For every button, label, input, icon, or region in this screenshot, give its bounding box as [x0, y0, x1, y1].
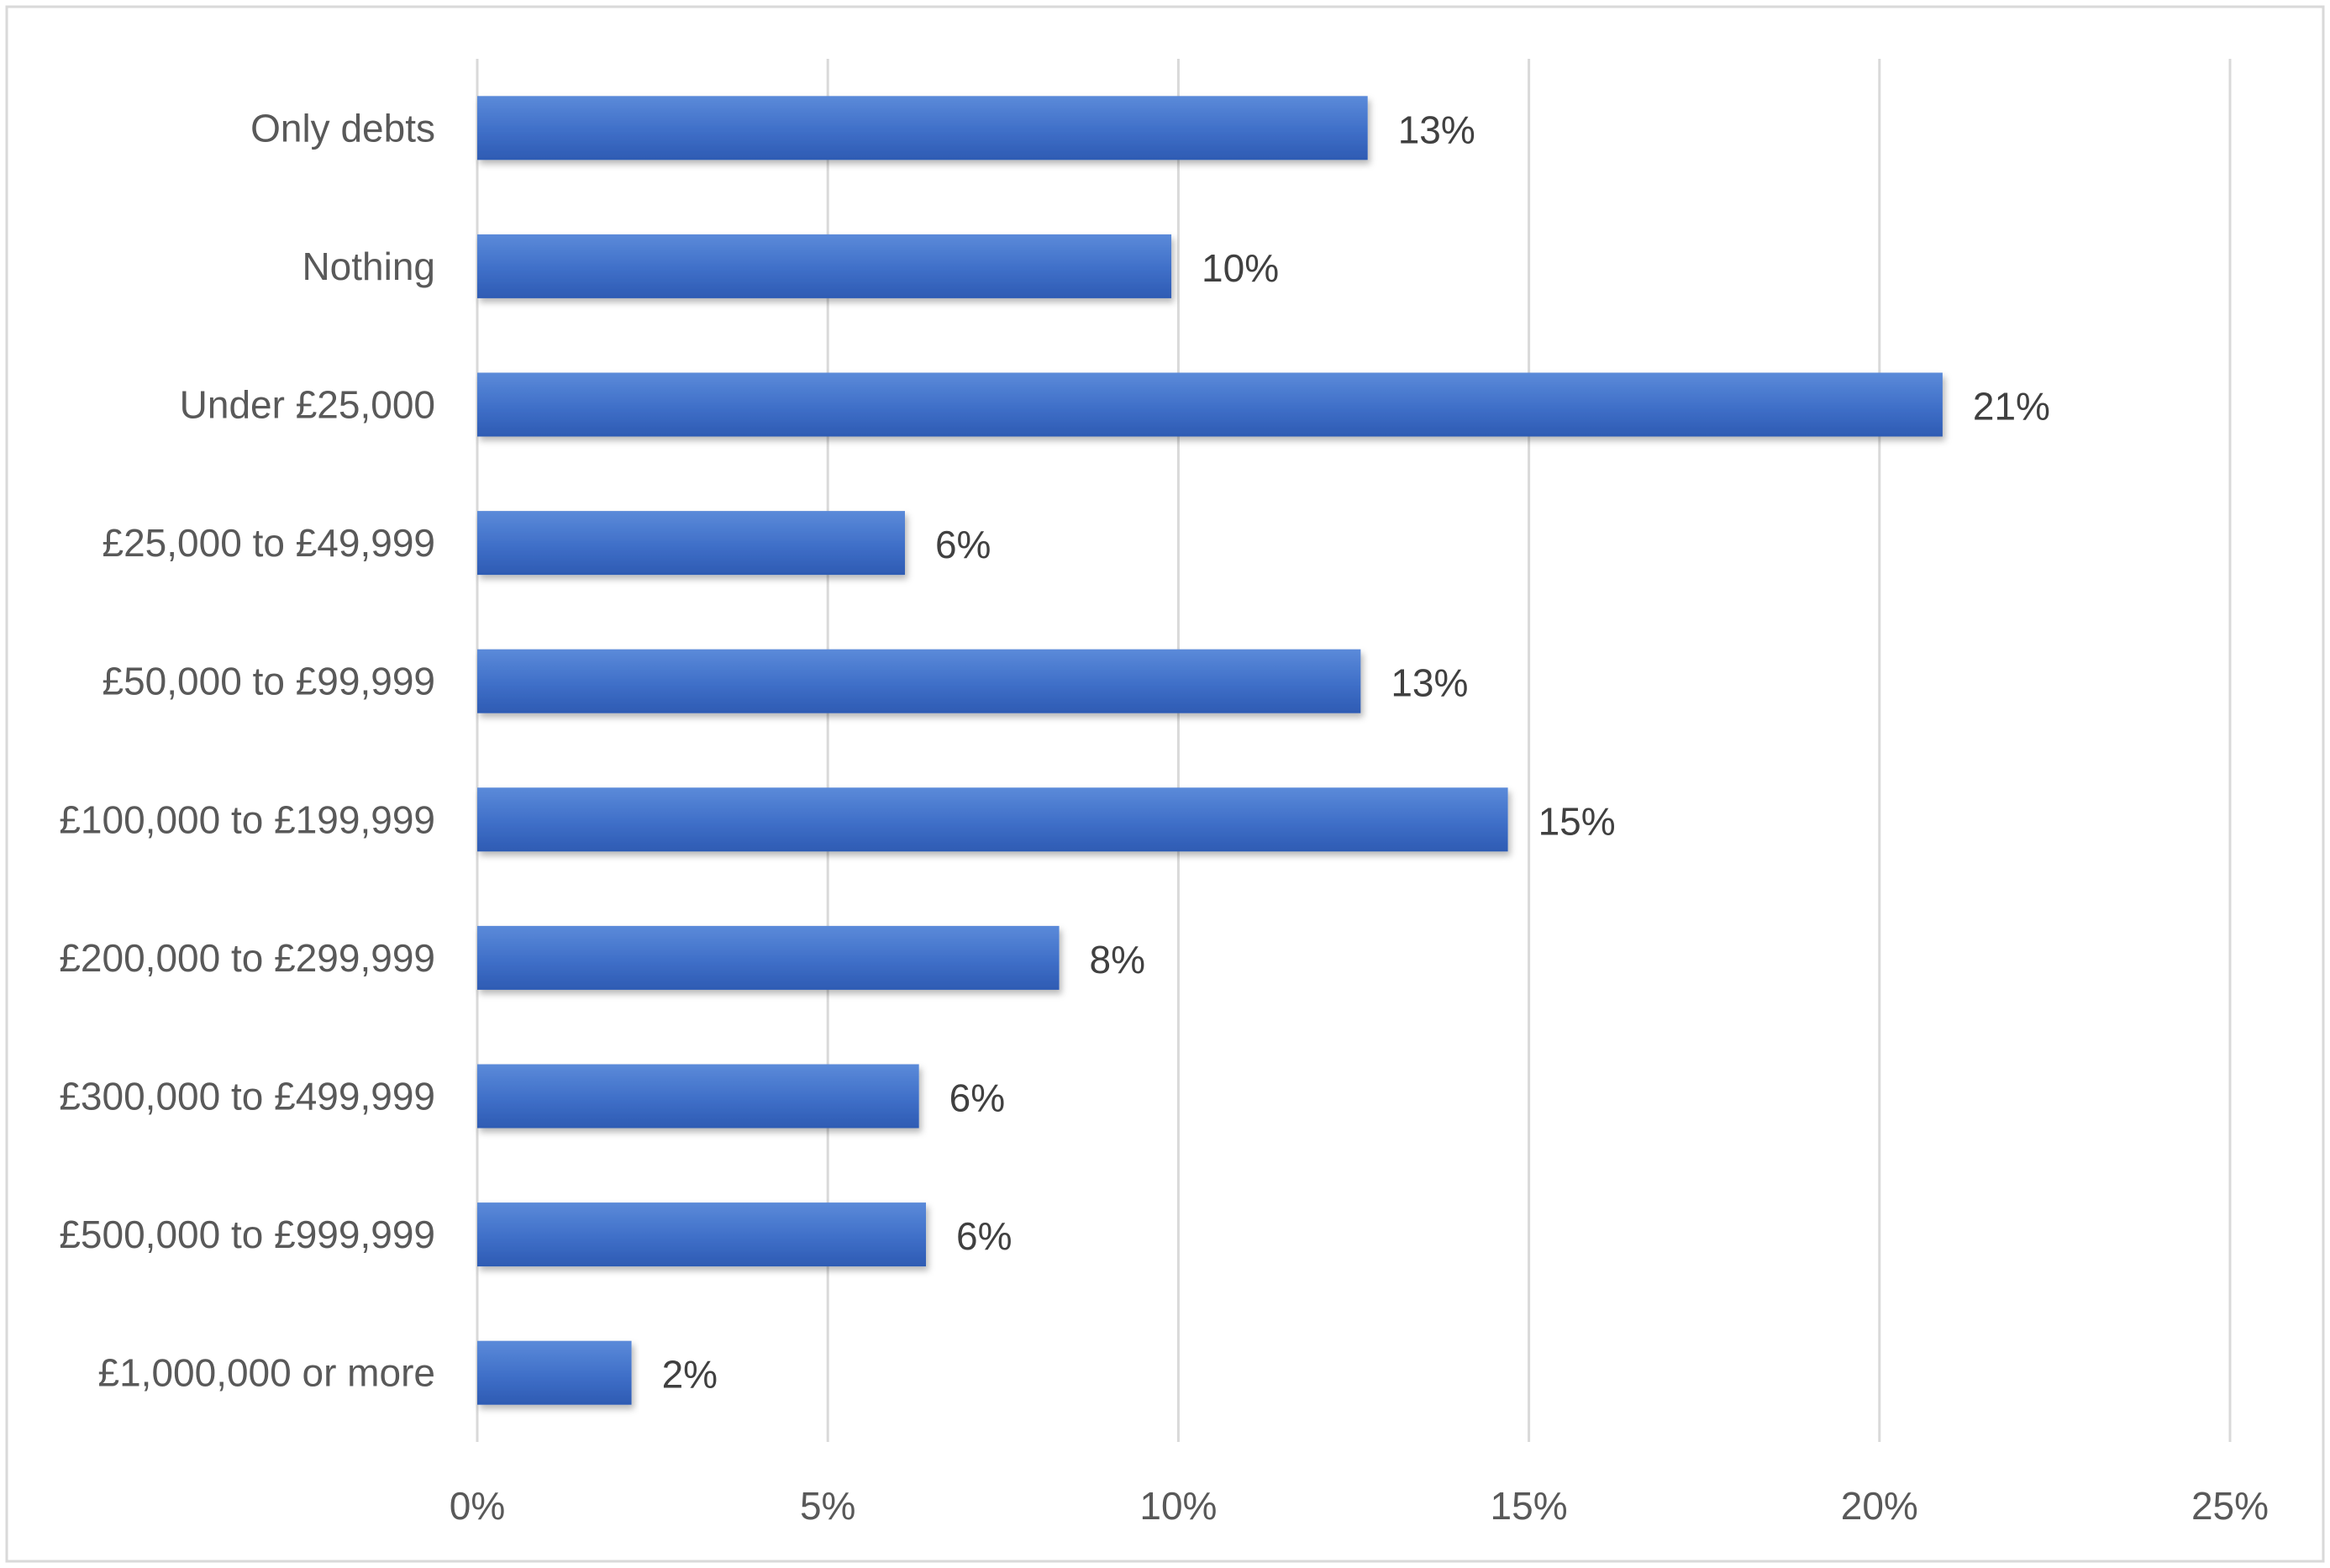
category-label: £25,000 to £49,999 [103, 521, 435, 565]
data-label: 21% [1973, 385, 2050, 429]
bar [477, 1064, 919, 1129]
x-tick-label: 25% [2191, 1484, 2269, 1528]
category-label: £1,000,000 or more [98, 1351, 436, 1395]
bar [477, 511, 905, 576]
x-tick-label: 0% [450, 1484, 505, 1528]
data-label: 6% [935, 523, 991, 566]
bars [477, 96, 1943, 1405]
x-tick-label: 20% [1841, 1484, 1918, 1528]
category-label: £100,000 to £199,999 [59, 797, 435, 841]
bar [477, 1202, 927, 1267]
x-tick-label: 10% [1139, 1484, 1217, 1528]
data-label: 6% [956, 1214, 1012, 1258]
category-label: £50,000 to £99,999 [103, 660, 435, 703]
bar [477, 787, 1508, 852]
data-label: 8% [1090, 938, 1145, 981]
bar [477, 372, 1943, 437]
bar [477, 1340, 632, 1405]
data-label: 15% [1538, 799, 1616, 843]
bar [477, 96, 1368, 160]
x-tick-label: 15% [1491, 1484, 1568, 1528]
labels: 0% 5% 10% 15% 20% 25% Only debts 13% Nothing 10% U… [59, 106, 2269, 1528]
data-label: 13% [1391, 661, 1468, 705]
bar [477, 649, 1361, 713]
bar [477, 234, 1172, 298]
category-label: Nothing [302, 245, 435, 288]
data-label: 13% [1398, 108, 1475, 151]
data-label: 2% [662, 1353, 718, 1397]
category-label: £300,000 to £499,999 [59, 1075, 435, 1118]
category-label: Only debts [250, 106, 435, 150]
bar [477, 925, 1060, 990]
data-label: 6% [949, 1076, 1005, 1120]
category-label: Under £25,000 [180, 383, 435, 427]
x-tick-label: 5% [800, 1484, 855, 1528]
data-label: 10% [1202, 246, 1279, 290]
category-label: £500,000 to £999,999 [59, 1213, 435, 1256]
category-label: £200,000 to £299,999 [59, 936, 435, 980]
